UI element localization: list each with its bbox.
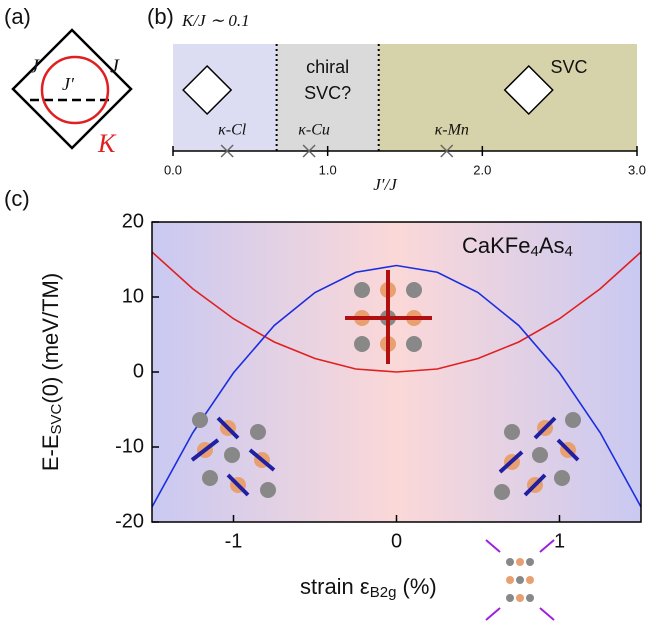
coupling-label: K [97, 129, 117, 158]
annotation: CaKFe4As4 [462, 233, 573, 260]
x-tick-label: 2.0 [473, 162, 491, 177]
y-tick-label: 10 [122, 285, 144, 307]
coupling-label: J′ [62, 74, 75, 94]
material-label: κ-Cl [218, 122, 247, 139]
x-tick-label: 1.0 [319, 162, 337, 177]
annotation: K/J ∼ 0.1 [181, 11, 250, 30]
phase-label: SVC? [304, 83, 351, 103]
phase-diagram: chiral SVC? SVC 0.0 1.0 2.0 3.0 κ-Cl κ-Cu κ-Mn [164, 44, 646, 177]
figure: (a) J J J′ K (b) K/J ∼ 0.1 J′/J chiral SV… [0, 0, 651, 626]
y-tick-label: -20 [115, 510, 144, 532]
panel-label: (b) [147, 4, 174, 29]
x-axis-label: strain εB2g (%) [300, 574, 437, 601]
x-tick-label: 3.0 [628, 162, 646, 177]
phase-label: SVC [550, 57, 587, 77]
y-axis-label: E-ESVC(0) (meV/TM) [38, 273, 65, 471]
phase-label: chiral [306, 57, 349, 77]
strain-icon [486, 540, 554, 620]
panel-label: (a) [4, 4, 31, 29]
panel-label: (c) [4, 186, 30, 211]
coupling-label: J [110, 56, 120, 78]
coupling-label: J [30, 56, 40, 78]
x-axis-label: J′/J [373, 175, 398, 194]
x-tick-label: 0.0 [164, 162, 182, 177]
y-tick-label: 20 [122, 210, 144, 232]
x-tick-label: -1 [225, 530, 243, 552]
y-tick-label: 0 [133, 360, 144, 382]
x-tick-label: 1 [554, 530, 565, 552]
material-label: κ-Mn [435, 122, 469, 139]
material-label: κ-Cu [298, 122, 330, 139]
x-tick-label: 0 [391, 530, 402, 552]
y-tick-label: -10 [115, 435, 144, 457]
phase-region [379, 44, 637, 151]
